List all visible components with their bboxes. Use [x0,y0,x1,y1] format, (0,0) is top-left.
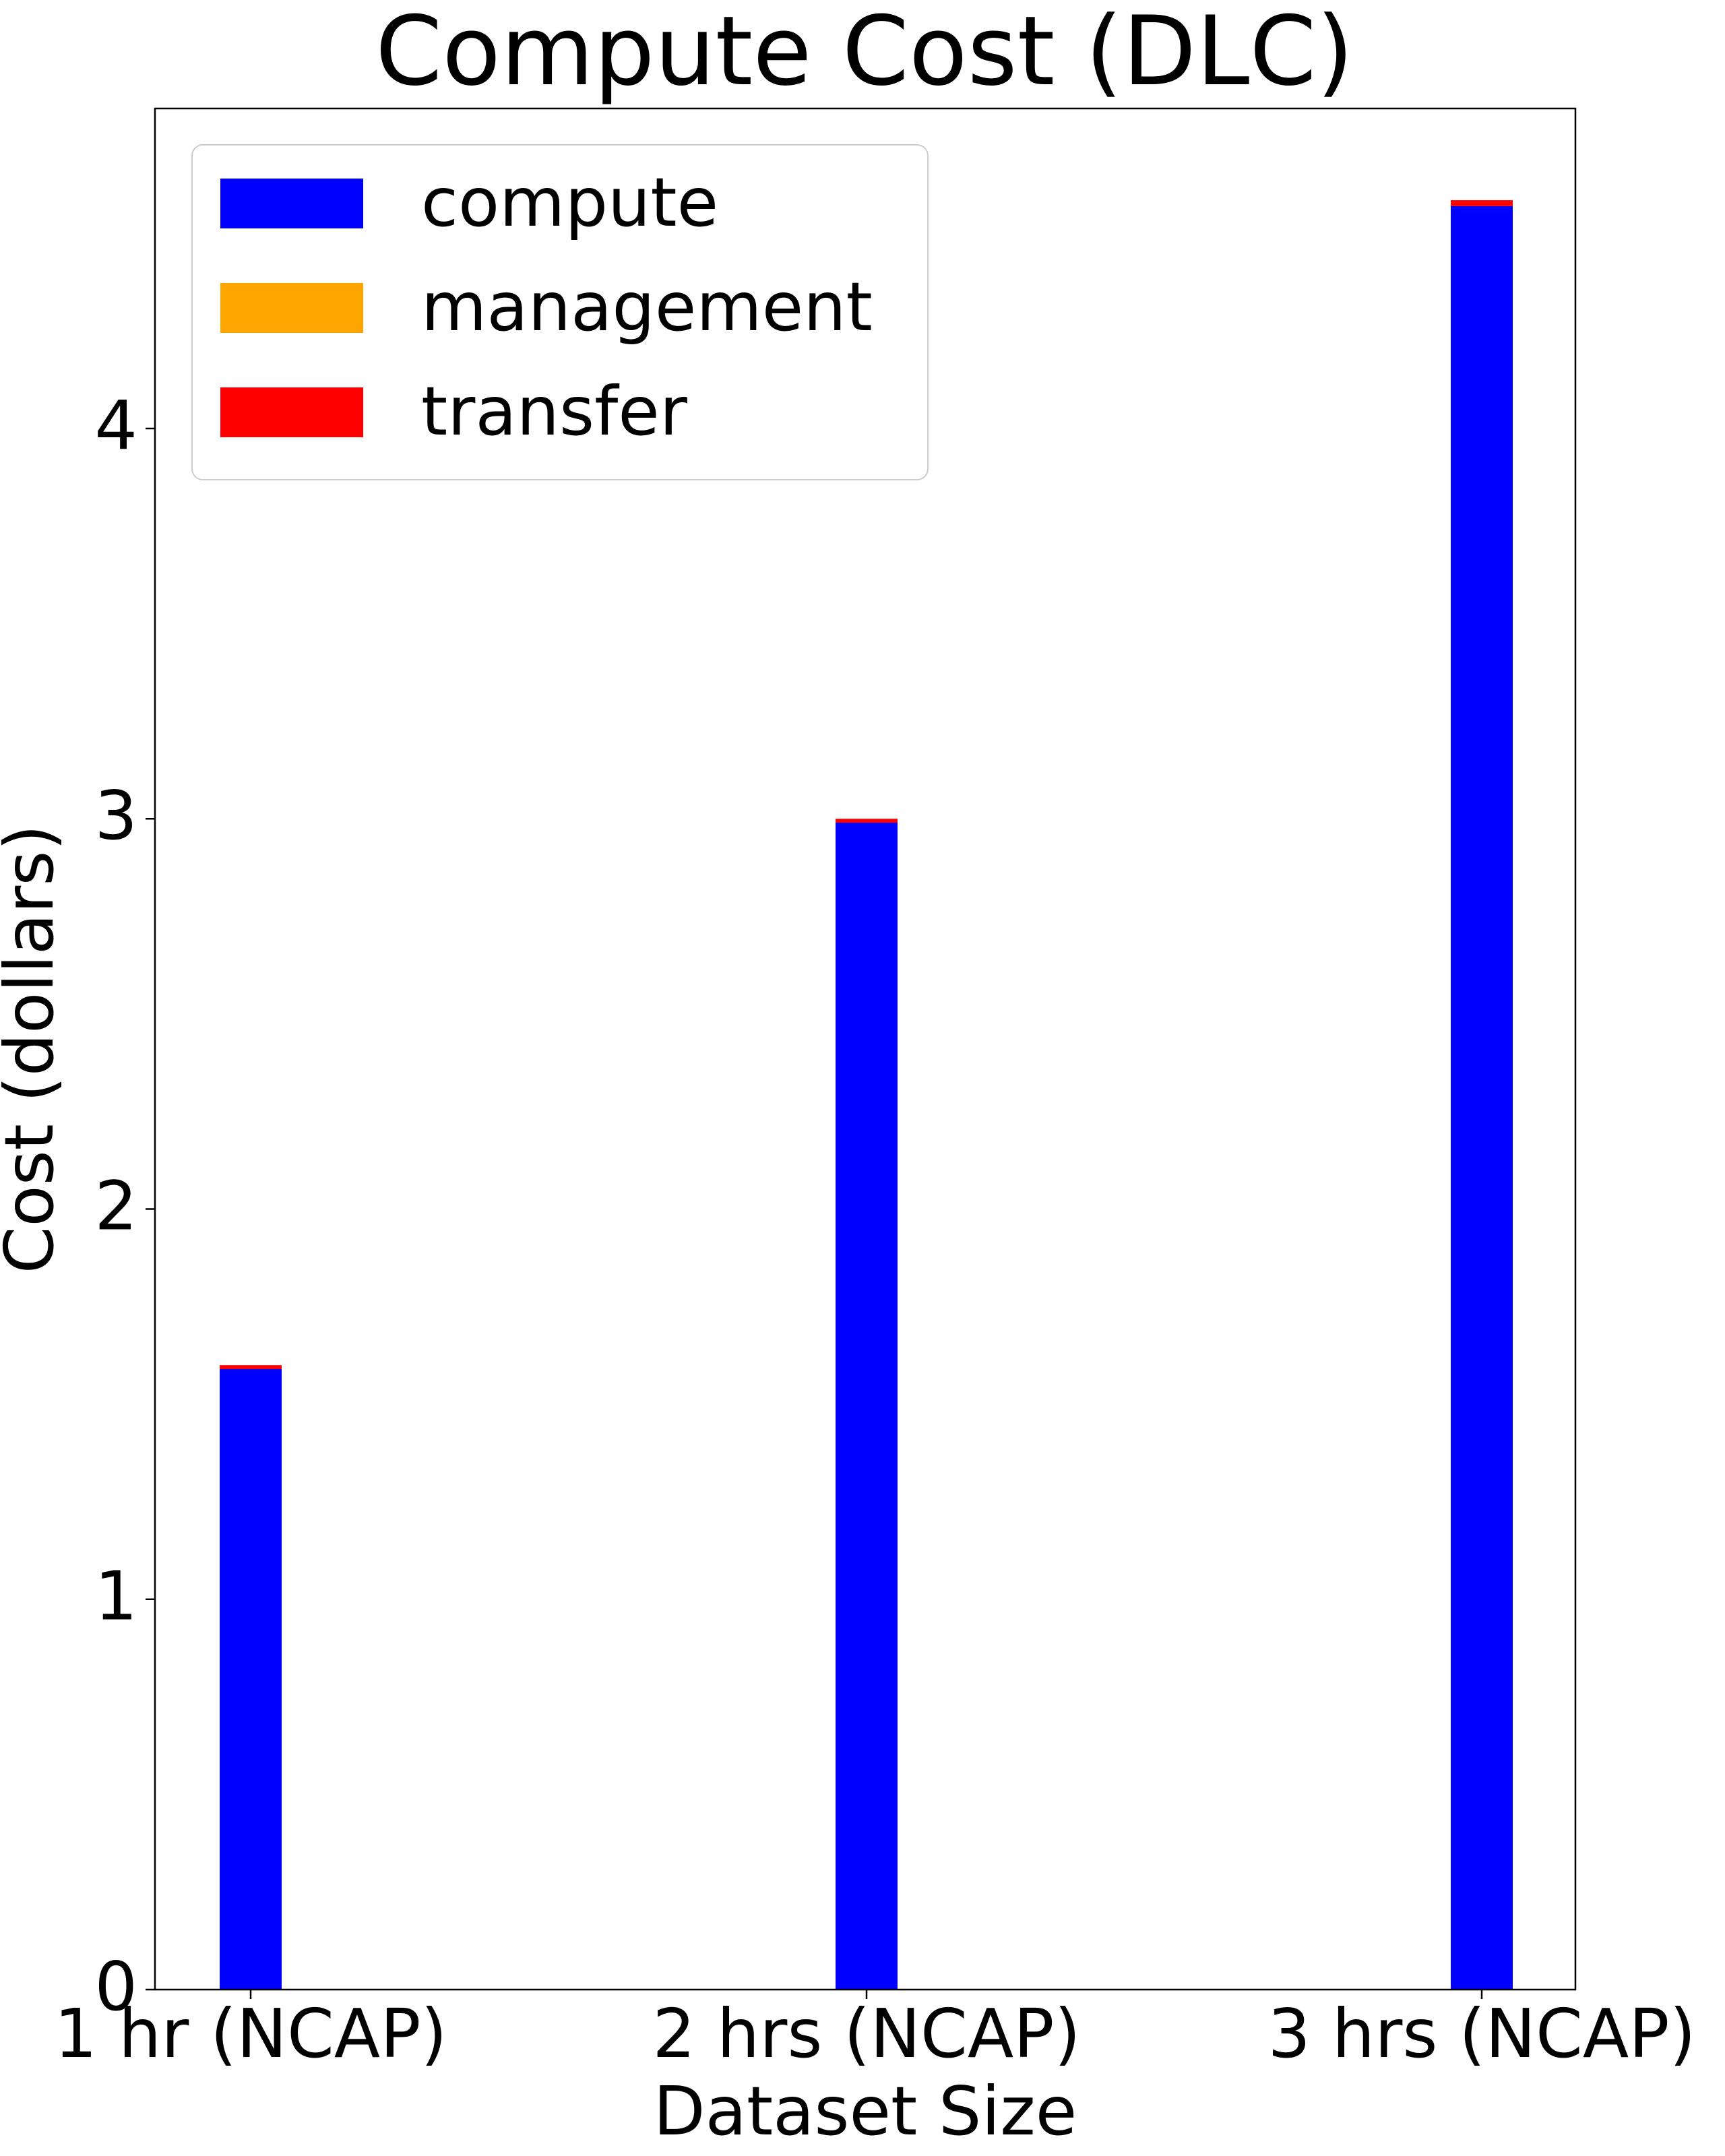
y-tick-label: 2 [94,1166,137,1245]
y-tick-label: 4 [94,386,137,465]
bar-compute [836,823,898,1990]
x-tick-label: 1 hr (NCAP) [54,1994,447,2073]
bar-transfer [1451,200,1513,206]
legend-label-transfer: transfer [421,372,688,451]
chart-title: Compute Cost (DLC) [375,0,1354,107]
y-tick-label: 1 [94,1557,137,1636]
legend-frame [191,144,929,480]
y-axis-label: Cost (dollars) [0,825,69,1274]
y-ticks: 0 1 2 3 4 [94,386,155,2026]
x-axis-label: Dataset Size [654,2072,1077,2151]
legend-swatch-compute [220,179,363,228]
legend-swatch-management [220,283,363,333]
y-tick-label: 0 [94,1947,137,2026]
x-ticks: 1 hr (NCAP) 2 hrs (NCAP) 3 hrs (NCAP) [54,1990,1696,2073]
bar-transfer [220,1365,282,1369]
x-tick-label: 3 hrs (NCAP) [1267,1994,1695,2073]
legend: compute management transfer [191,144,929,480]
bars [220,200,1513,1990]
legend-label-compute: compute [421,163,718,242]
bar-transfer [836,819,898,823]
legend-swatch-transfer [220,387,363,437]
bar-compute [1451,205,1513,1990]
x-tick-label: 2 hrs (NCAP) [652,1994,1080,2073]
plot-frame [154,107,1577,1991]
y-tick-label: 3 [94,776,137,855]
legend-label-management: management [421,267,873,346]
bar-compute [220,1368,282,1990]
